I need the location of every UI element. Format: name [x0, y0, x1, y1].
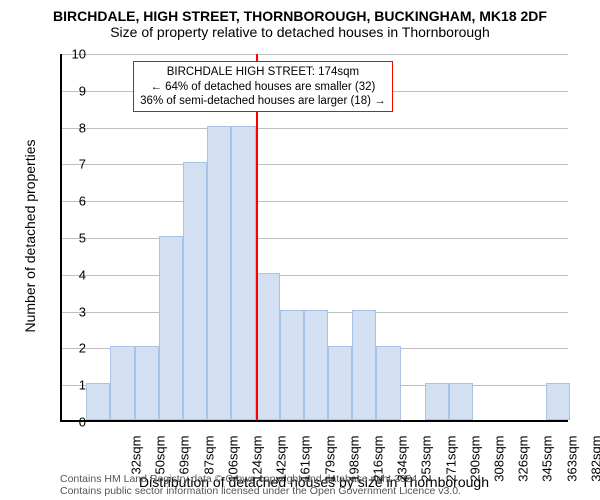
y-axis-label: Number of detached properties [22, 136, 38, 336]
histogram-bar [110, 346, 134, 420]
y-tick-label: 7 [79, 157, 86, 172]
x-tick-label: 382sqm [588, 436, 600, 496]
histogram-bar [280, 310, 304, 420]
y-tick-label: 5 [79, 231, 86, 246]
y-tick-label: 1 [79, 378, 86, 393]
histogram-bar [546, 383, 570, 420]
histogram-bar [352, 310, 376, 420]
x-tick-label: 345sqm [540, 436, 555, 496]
x-tick-label: 179sqm [322, 436, 337, 496]
x-tick-label: 69sqm [177, 436, 192, 496]
gridline [62, 128, 568, 129]
x-tick-label: 124sqm [250, 436, 265, 496]
x-tick-label: 50sqm [153, 436, 168, 496]
x-tick-label: 253sqm [419, 436, 434, 496]
y-tick-label: 6 [79, 194, 86, 209]
histogram-bar [135, 346, 159, 420]
x-tick-label: 363sqm [564, 436, 579, 496]
histogram-bar [207, 126, 231, 420]
x-tick-label: 234sqm [395, 436, 410, 496]
y-tick-label: 10 [72, 47, 86, 62]
x-tick-label: 290sqm [467, 436, 482, 496]
page-subtitle: Size of property relative to detached ho… [0, 24, 600, 40]
histogram-bar [183, 162, 207, 420]
histogram-bar [425, 383, 449, 420]
x-tick-label: 106sqm [225, 436, 240, 496]
gridline [62, 238, 568, 239]
histogram-bar [304, 310, 328, 420]
gridline [62, 275, 568, 276]
x-tick-label: 271sqm [443, 436, 458, 496]
annotation-line: BIRCHDALE HIGH STREET: 174sqm [140, 65, 385, 79]
title-block: BIRCHDALE, HIGH STREET, THORNBOROUGH, BU… [0, 0, 600, 40]
y-tick-label: 2 [79, 341, 86, 356]
x-tick-label: 198sqm [346, 436, 361, 496]
histogram-bar [449, 383, 473, 420]
histogram-bar [328, 346, 352, 420]
gridline [62, 54, 568, 55]
annotation-line: 36% of semi-detached houses are larger (… [140, 94, 385, 108]
y-tick-label: 9 [79, 83, 86, 98]
x-tick-label: 308sqm [491, 436, 506, 496]
histogram-bar [231, 126, 255, 420]
x-tick-label: 216sqm [371, 436, 386, 496]
annotation-box: BIRCHDALE HIGH STREET: 174sqm← 64% of de… [133, 61, 392, 112]
gridline [62, 201, 568, 202]
y-tick-label: 8 [79, 120, 86, 135]
plot-area: BIRCHDALE HIGH STREET: 174sqm← 64% of de… [60, 54, 568, 422]
histogram-bar [159, 236, 183, 420]
annotation-line: ← 64% of detached houses are smaller (32… [140, 80, 385, 94]
x-tick-label: 326sqm [516, 436, 531, 496]
x-tick-label: 142sqm [274, 436, 289, 496]
y-tick-label: 3 [79, 304, 86, 319]
histogram-bar [256, 273, 280, 420]
x-tick-label: 32sqm [129, 436, 144, 496]
y-tick-label: 0 [79, 415, 86, 430]
histogram-bar [86, 383, 110, 420]
page-title: BIRCHDALE, HIGH STREET, THORNBOROUGH, BU… [0, 8, 600, 24]
histogram-chart: BIRCHDALE HIGH STREET: 174sqm← 64% of de… [60, 54, 568, 422]
x-tick-label: 161sqm [298, 436, 313, 496]
x-tick-label: 87sqm [201, 436, 216, 496]
gridline [62, 164, 568, 165]
histogram-bar [376, 346, 400, 420]
y-tick-label: 4 [79, 267, 86, 282]
